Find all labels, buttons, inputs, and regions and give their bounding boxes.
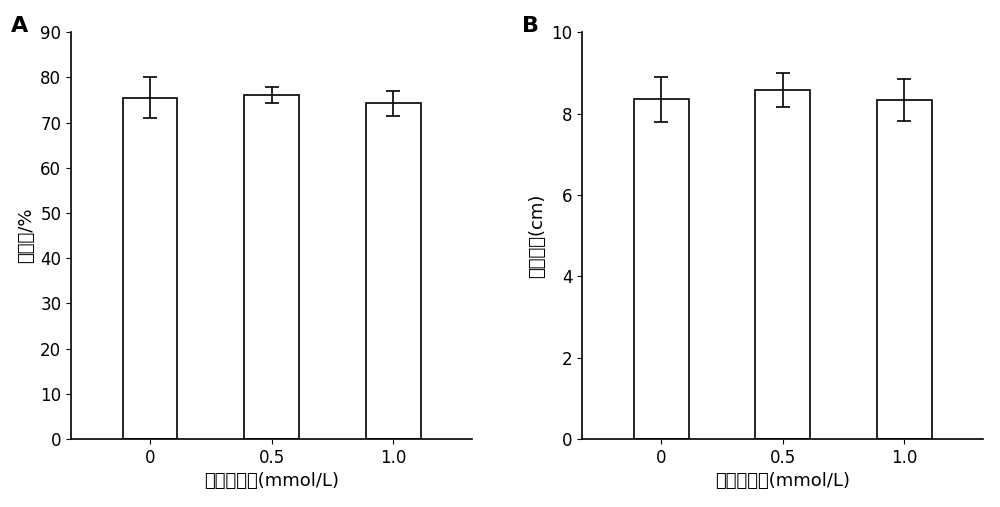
Text: A: A: [11, 16, 28, 36]
Bar: [877, 100, 932, 439]
Text: B: B: [522, 16, 539, 36]
Bar: [244, 95, 299, 439]
X-axis label: 厘啖酸浓度(mmol/L): 厘啖酸浓度(mmol/L): [715, 473, 850, 490]
Y-axis label: 菌落直径(cm): 菌落直径(cm): [528, 194, 546, 278]
X-axis label: 厘啖酸浓度(mmol/L): 厘啖酸浓度(mmol/L): [204, 473, 339, 490]
Bar: [123, 98, 177, 439]
Bar: [634, 99, 689, 439]
Y-axis label: 萌发率/%: 萌发率/%: [17, 208, 35, 264]
Bar: [366, 103, 421, 439]
Bar: [755, 90, 810, 439]
